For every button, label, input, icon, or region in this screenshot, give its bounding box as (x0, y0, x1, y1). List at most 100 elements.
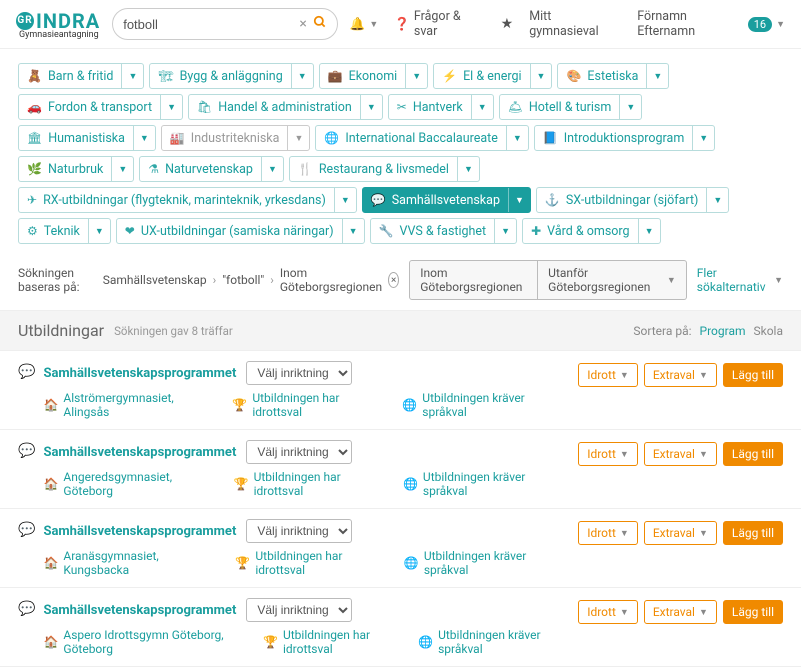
idrott-button[interactable]: Idrott ▼ (578, 521, 638, 545)
result-title[interactable]: Samhällsvetenskapsprogrammet (43, 524, 236, 539)
category-dropdown-icon[interactable]: ▼ (342, 219, 364, 243)
region-inside-button[interactable]: Inom Göteborgsregionen (409, 260, 538, 300)
category-dropdown-icon[interactable]: ▼ (471, 95, 493, 119)
category-pill[interactable]: ⚙Teknik▼ (18, 218, 111, 244)
extraval-button[interactable]: Extraval ▼ (644, 600, 717, 624)
idrott-button[interactable]: Idrott ▼ (578, 442, 638, 466)
category-pill[interactable]: ⚡El & energi▼ (433, 63, 552, 89)
search-box[interactable]: × (112, 8, 338, 40)
category-dropdown-icon[interactable]: ▼ (160, 95, 182, 119)
trophy-icon: 🏆 (232, 398, 247, 412)
category-pill[interactable]: 🛎Hotell & turism▼ (499, 94, 643, 120)
category-pill[interactable]: 🏛Humanistiska▼ (18, 125, 156, 151)
category-pill[interactable]: 🧸Barn & fritid▼ (18, 63, 144, 89)
direction-select[interactable]: Välj inriktning (246, 361, 352, 385)
category-pill[interactable]: ✂Hantverk▼ (388, 94, 494, 120)
category-dropdown-icon[interactable]: ▼ (706, 188, 728, 212)
header: GR INDRA Gymnasieantagning × 🔔▼ ❓Frågor … (0, 0, 801, 49)
category-icon: 🌿 (27, 162, 42, 176)
category-icon: 🧸 (27, 69, 42, 83)
notifications-button[interactable]: 🔔▼ (350, 17, 379, 32)
sort-school[interactable]: Skola (754, 324, 784, 338)
result-row: 💬SamhällsvetenskapsprogrammetVälj inrikt… (0, 509, 801, 588)
category-pill[interactable]: 🛍Handel & administration▼ (188, 94, 383, 120)
category-dropdown-icon[interactable]: ▼ (88, 219, 110, 243)
direction-select[interactable]: Välj inriktning (246, 440, 352, 464)
more-filters-link[interactable]: Fler sökalternativ▼ (697, 266, 783, 294)
result-title[interactable]: Samhällsvetenskapsprogrammet (43, 366, 236, 381)
direction-select[interactable]: Välj inriktning (246, 598, 352, 622)
idrott-button[interactable]: Idrott ▼ (578, 363, 638, 387)
category-dropdown-icon[interactable]: ▼ (619, 95, 641, 119)
result-title[interactable]: Samhällsvetenskapsprogrammet (43, 445, 236, 460)
extraval-button[interactable]: Extraval ▼ (644, 363, 717, 387)
category-dropdown-icon[interactable]: ▼ (506, 126, 528, 150)
filter-bar: Sökningen baseras på: Samhällsvetenskap›… (0, 250, 801, 310)
clear-breadcrumb-icon[interactable]: × (388, 272, 399, 288)
extraval-button[interactable]: Extraval ▼ (644, 521, 717, 545)
category-dropdown-icon[interactable]: ▼ (121, 64, 143, 88)
category-dropdown-icon[interactable]: ▼ (508, 188, 530, 212)
category-pill[interactable]: 💬Samhällsvetenskap▼ (362, 187, 531, 213)
category-dropdown-icon[interactable]: ▼ (334, 188, 356, 212)
category-dropdown-icon[interactable]: ▼ (646, 64, 668, 88)
category-dropdown-icon[interactable]: ▼ (287, 126, 309, 150)
category-icon: 🍴 (298, 162, 313, 176)
sort-program[interactable]: Program (700, 324, 746, 338)
logo[interactable]: GR INDRA Gymnasieantagning (16, 9, 100, 40)
category-icon: ⚓ (545, 193, 560, 207)
category-pill[interactable]: 📘Introduktionsprogram▼ (534, 125, 715, 151)
category-dropdown-icon[interactable]: ▼ (111, 157, 133, 181)
result-title[interactable]: Samhällsvetenskapsprogrammet (43, 603, 236, 618)
category-pill[interactable]: 🌿Naturbruk▼ (18, 156, 134, 182)
category-dropdown-icon[interactable]: ▼ (530, 64, 552, 88)
category-pill[interactable]: ✚Vård & omsorg▼ (522, 218, 660, 244)
add-button[interactable]: Lägg till (723, 600, 783, 624)
category-dropdown-icon[interactable]: ▼ (494, 219, 516, 243)
category-dropdown-icon[interactable]: ▼ (360, 95, 382, 119)
category-dropdown-icon[interactable]: ▼ (692, 126, 714, 150)
category-dropdown-icon[interactable]: ▼ (457, 157, 479, 181)
category-pill[interactable]: 🍴Restaurang & livsmedel▼ (289, 156, 480, 182)
category-pill[interactable]: ✈RX-utbildningar (flygteknik, marintekni… (18, 187, 357, 213)
category-dropdown-icon[interactable]: ▼ (133, 126, 155, 150)
category-icon: ✂ (397, 100, 407, 114)
category-pill[interactable]: 🏗Bygg & anläggning▼ (149, 63, 313, 89)
school-link[interactable]: 🏠Alströmergymnasiet, Alingsås (43, 391, 218, 419)
region-outside-button[interactable]: Utanför Göteborgsregionen▼ (538, 260, 687, 300)
category-pill[interactable]: 💼Ekonomi▼ (319, 63, 428, 89)
category-dropdown-icon[interactable]: ▼ (638, 219, 660, 243)
category-label: RX-utbildningar (flygteknik, marinteknik… (43, 193, 326, 208)
search-input[interactable] (123, 17, 299, 32)
school-link[interactable]: 🏠Aranäsgymnasiet, Kungsbacka (43, 549, 221, 577)
category-pill[interactable]: ❤UX-utbildningar (samiska näringar)▼ (116, 218, 365, 244)
category-pill[interactable]: 🌐International Baccalaureate▼ (315, 125, 528, 151)
idrott-button[interactable]: Idrott ▼ (578, 600, 638, 624)
category-pill[interactable]: ⚗Naturvetenskap▼ (139, 156, 284, 182)
extraval-button[interactable]: Extraval ▼ (644, 442, 717, 466)
add-button[interactable]: Lägg till (723, 521, 783, 545)
faq-link[interactable]: ❓Frågor & svar (394, 9, 484, 39)
favorites-link[interactable]: ★ (501, 16, 514, 32)
direction-select[interactable]: Välj inriktning (246, 519, 352, 543)
category-pill[interactable]: ⚓SX-utbildningar (sjöfart)▼ (536, 187, 729, 213)
clear-icon[interactable]: × (299, 16, 306, 32)
category-dropdown-icon[interactable]: ▼ (405, 64, 427, 88)
add-button[interactable]: Lägg till (723, 363, 783, 387)
category-icon: 🏗 (158, 69, 173, 83)
search-icon[interactable] (313, 15, 327, 33)
school-link[interactable]: 🏠Aspero Idrottsgymn Göteborg, Göteborg (43, 628, 249, 656)
category-pill[interactable]: 🔧VVS & fastighet▼ (370, 218, 518, 244)
results-list: 💬 Samhällsvetenskapsprogrammet Välj inrikt… (0, 351, 801, 667)
add-button[interactable]: Lägg till (723, 442, 783, 466)
category-pill[interactable]: 🎨Estetiska▼ (557, 63, 669, 89)
program-icon: 💬 (18, 364, 35, 380)
school-link[interactable]: 🏠Angeredsgymnasiet, Göteborg (43, 470, 219, 498)
category-dropdown-icon[interactable]: ▼ (261, 157, 283, 181)
category-dropdown-icon[interactable]: ▼ (291, 64, 313, 88)
category-pill[interactable]: 🚗Fordon & transport▼ (18, 94, 183, 120)
user-menu[interactable]: Förnamn Efternamn 16 ▼ (637, 9, 785, 39)
my-choice-link[interactable]: Mitt gymnasieval (529, 9, 621, 39)
home-icon: 🏠 (43, 477, 58, 491)
category-pill[interactable]: 🏭Industritekniska▼ (161, 125, 311, 151)
